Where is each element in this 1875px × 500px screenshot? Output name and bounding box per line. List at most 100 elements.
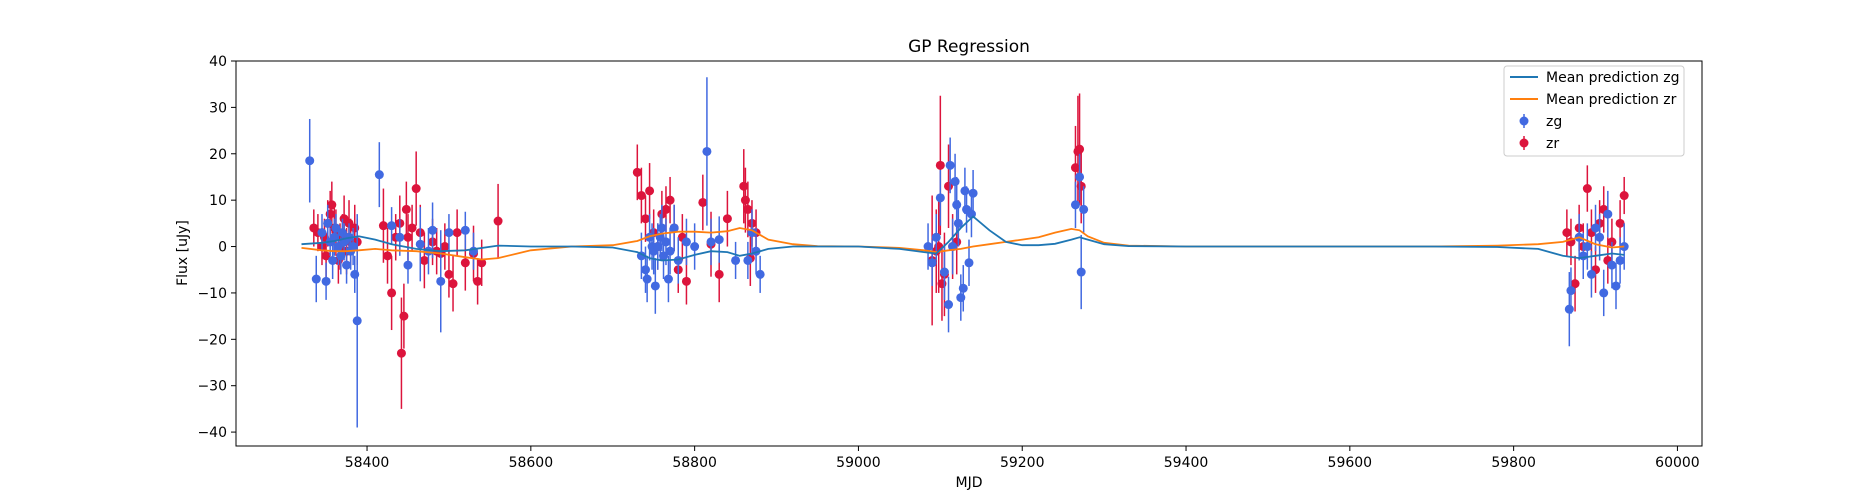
zg-point (328, 255, 338, 265)
zg-point (1591, 223, 1601, 233)
zr-point (661, 204, 671, 214)
zr-point (1075, 144, 1085, 154)
zr-point (460, 258, 470, 268)
zr-point (743, 204, 753, 214)
zg-point (953, 218, 963, 228)
y-tick-label: −10 (197, 286, 227, 302)
zg-point (1566, 286, 1576, 296)
zg-point (968, 188, 978, 198)
y-tick-label: −40 (197, 425, 227, 441)
zr-point (477, 258, 487, 268)
zg-point (415, 239, 425, 249)
y-tick-label: 20 (209, 147, 227, 163)
zg-point (323, 218, 333, 228)
zg-point (1070, 200, 1080, 210)
zr-point (383, 251, 393, 261)
zg-point (1578, 251, 1588, 261)
zr-point (645, 186, 655, 196)
zg-point (374, 170, 384, 180)
zg-point (342, 260, 352, 270)
zg-point (1599, 288, 1609, 298)
y-tick-label: 40 (209, 54, 227, 70)
x-tick-label: 59600 (1328, 455, 1373, 471)
zg-point (1564, 304, 1574, 314)
zg-point (336, 251, 346, 261)
zr-point (722, 214, 732, 224)
y-axis: −40 −30 −20 −10 0 10 20 30 40 (197, 54, 236, 441)
zr-point (440, 242, 450, 252)
zr-point (632, 167, 642, 177)
zg-point (640, 265, 650, 275)
zr-point (411, 184, 421, 194)
zg-point (669, 223, 679, 233)
legend-swatch-zg (1519, 114, 1529, 128)
y-tick-label: 0 (218, 240, 227, 256)
zg-point (958, 283, 968, 293)
zg-point (681, 237, 691, 247)
zr-point (399, 311, 409, 321)
zg-point (311, 274, 321, 284)
zg-point (1586, 269, 1596, 279)
zg-point (923, 242, 933, 252)
zg-point (935, 193, 945, 203)
zr-point (681, 276, 691, 286)
zg-point (665, 246, 675, 256)
zg-point (731, 255, 741, 265)
zr-point (636, 191, 646, 201)
zr-point (640, 214, 650, 224)
zg-point (706, 237, 716, 247)
y-axis-label: Flux [uJy] (175, 220, 191, 286)
zg-point (1603, 209, 1613, 219)
legend-label-zr: zr (1546, 136, 1559, 152)
zg-point (1582, 242, 1592, 252)
zr-point (1615, 218, 1625, 228)
zg-point (444, 228, 454, 238)
zg-point (348, 242, 358, 252)
x-tick-label: 59000 (836, 455, 881, 471)
zr-point (396, 348, 406, 358)
zg-point (755, 269, 765, 279)
plot-area (235, 60, 1703, 447)
zr-point (448, 279, 458, 289)
zr-point (493, 216, 503, 226)
y-tick-label: 10 (209, 193, 227, 209)
zr-point (401, 204, 411, 214)
zg-point (317, 228, 327, 238)
y-tick-label: −20 (197, 332, 227, 348)
zg-point (690, 242, 700, 252)
zg-point (1611, 281, 1621, 291)
zg-point (931, 232, 941, 242)
x-tick-label: 58800 (672, 455, 717, 471)
zg-point (428, 225, 438, 235)
zg-point (321, 276, 331, 286)
zr-point (665, 195, 675, 205)
legend: Mean prediction zg Mean prediction zr zg… (1503, 65, 1685, 157)
zg-point (1595, 232, 1605, 242)
x-tick-label: 60000 (1655, 455, 1700, 471)
zg-point (352, 316, 362, 326)
y-tick-label: −30 (197, 379, 227, 395)
zg-point (657, 223, 667, 233)
x-tick-label: 59200 (1000, 455, 1045, 471)
zg-point (743, 255, 753, 265)
zg-mean-prediction-line (301, 215, 1625, 262)
zg-point (964, 258, 974, 268)
zg-point (927, 258, 937, 268)
zg-point (1076, 267, 1086, 277)
zg-point (1075, 172, 1085, 182)
zg-point (650, 281, 660, 291)
legend-label-zr-mean: Mean prediction zr (1546, 92, 1677, 108)
zg-point (460, 225, 470, 235)
zg-point (1079, 204, 1089, 214)
zg-point (642, 274, 652, 284)
zr-point (935, 160, 945, 170)
zr-point (739, 181, 749, 191)
zg-point (395, 232, 405, 242)
x-tick-label: 58600 (509, 455, 554, 471)
zg-point (950, 177, 960, 187)
zg-point (1607, 260, 1617, 270)
chart-title: GP Regression (908, 37, 1030, 57)
zr-point (403, 232, 413, 242)
zg-point (403, 260, 413, 270)
zg-point (1615, 255, 1625, 265)
